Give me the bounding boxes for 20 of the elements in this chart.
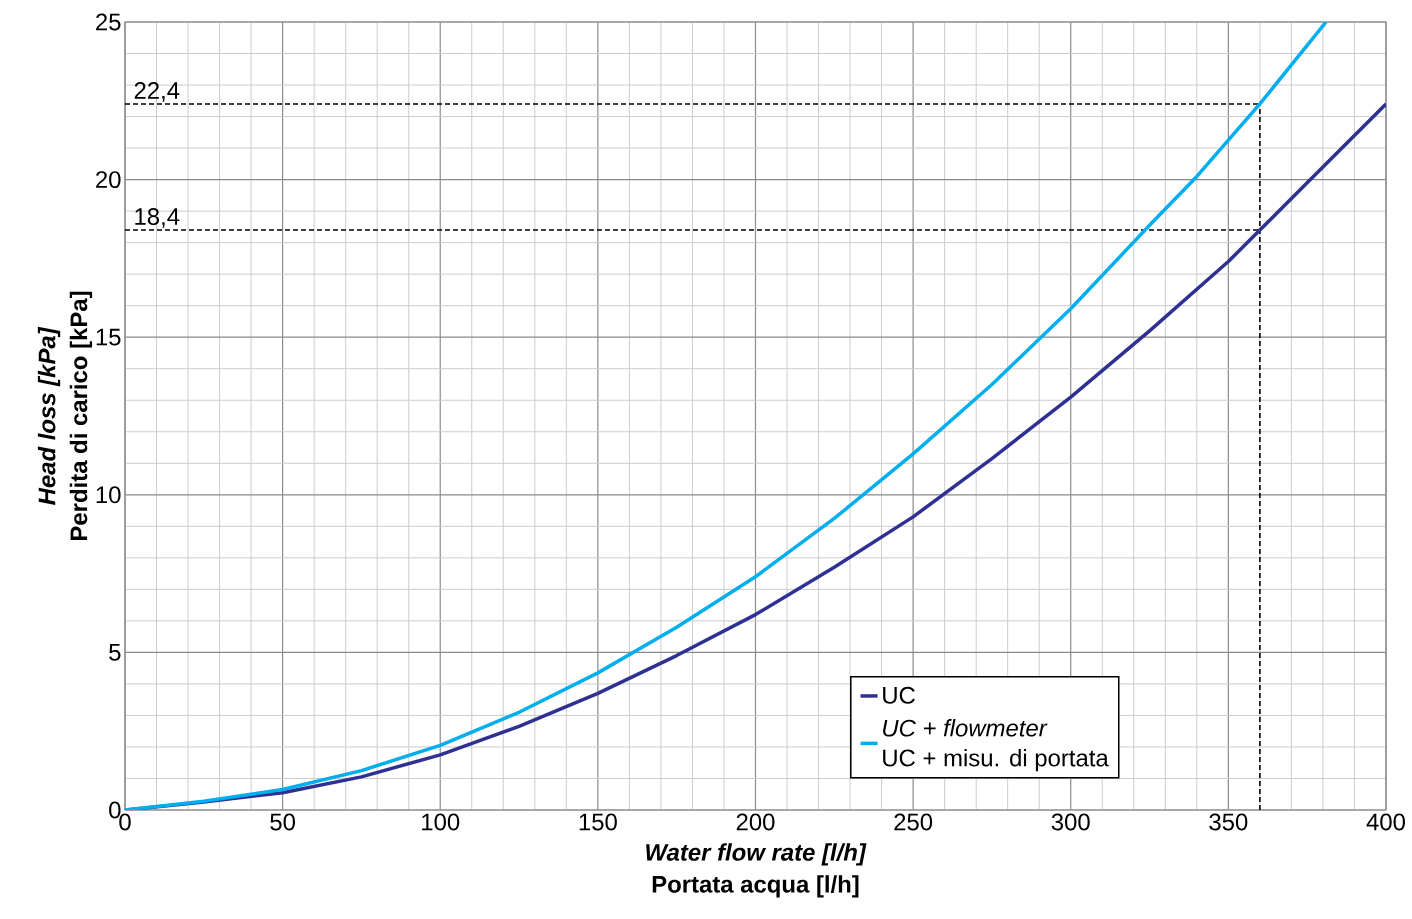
ref-line-label: 22,4 xyxy=(134,82,180,102)
x-tick-label: 50 xyxy=(270,813,295,831)
x-tick-label: 350 xyxy=(1209,813,1248,831)
y-tick-label: 5 xyxy=(109,644,121,661)
y-axis-title: Head loss [kPa] Perdita di carico [kPa] xyxy=(37,291,93,540)
x-tick-label: 100 xyxy=(422,813,460,831)
y-tick-label: 0 xyxy=(109,801,121,819)
x-tick-label: 150 xyxy=(579,813,617,831)
x-tick-label: 300 xyxy=(1051,813,1090,831)
x-tick-label: 250 xyxy=(894,813,933,831)
y-tick-label: 15 xyxy=(96,328,121,346)
x-tick-label: 400 xyxy=(1366,813,1405,831)
legend-label: UC xyxy=(883,686,915,704)
x-tick-label: 200 xyxy=(736,813,775,831)
ref-line-label: 18,4 xyxy=(135,208,180,228)
legend-label: UC + flowmeter UC + misu. di portata xyxy=(883,719,1109,772)
y-tick-label: 10 xyxy=(96,486,121,504)
y-tick-label: 25 xyxy=(96,13,121,31)
x-axis-title: Water flow rate [l/h] Portata acqua [l/h] xyxy=(646,843,867,898)
y-tick-label: 20 xyxy=(96,171,121,189)
